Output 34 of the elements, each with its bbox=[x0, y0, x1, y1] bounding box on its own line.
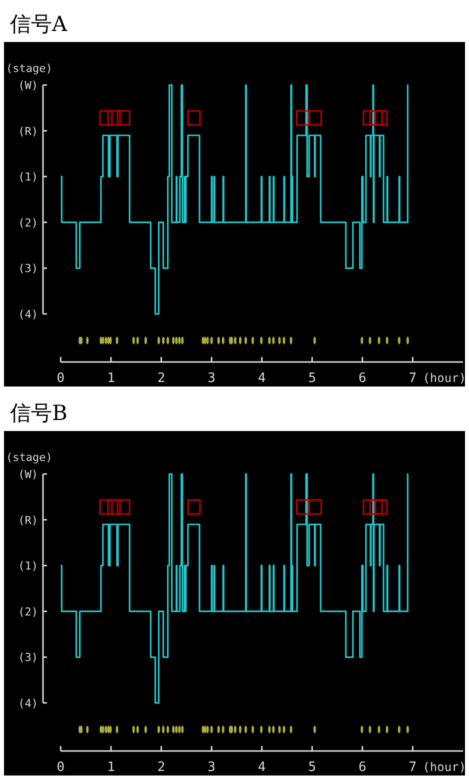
y-tick-label: (W) bbox=[18, 468, 38, 480]
x-tick-label: 3 bbox=[208, 371, 216, 386]
x-tick-label: 4 bbox=[258, 760, 266, 774]
x-tick-label: 6 bbox=[358, 371, 366, 386]
x-tick-label: 5 bbox=[308, 760, 316, 774]
y-tick-label: (3) bbox=[18, 650, 38, 664]
y-tick-label: (4) bbox=[18, 308, 38, 321]
x-tick-label: 7 bbox=[408, 760, 417, 774]
x-tick-label: 0 bbox=[56, 760, 65, 774]
y-tick-label: (R) bbox=[18, 124, 38, 138]
x-tick-label: 5 bbox=[308, 371, 316, 386]
y-tick-label: (1) bbox=[18, 170, 38, 184]
x-tick-label: 0 bbox=[56, 371, 65, 386]
x-tick-label: 1 bbox=[107, 760, 115, 774]
x-tick-label: 2 bbox=[157, 760, 166, 774]
x-axis-title: (hour) bbox=[422, 760, 466, 774]
x-tick-label: 7 bbox=[408, 371, 417, 386]
x-axis-title: (hour) bbox=[422, 371, 466, 385]
y-tick-label: (3) bbox=[18, 262, 38, 276]
x-tick-label: 4 bbox=[258, 371, 266, 386]
y-axis-title: (stage) bbox=[6, 450, 52, 464]
y-tick-label: (R) bbox=[18, 513, 38, 526]
x-tick-label: 3 bbox=[208, 760, 216, 774]
chart-title: 信号A bbox=[10, 12, 68, 36]
y-tick-label: (2) bbox=[18, 604, 38, 618]
x-tick-label: 1 bbox=[107, 371, 115, 386]
y-tick-label: (1) bbox=[18, 559, 38, 572]
y-axis-title: (stage) bbox=[6, 62, 52, 75]
y-tick-label: (W) bbox=[18, 79, 38, 92]
y-tick-label: (4) bbox=[18, 696, 38, 710]
y-tick-label: (2) bbox=[18, 216, 38, 230]
x-tick-label: 2 bbox=[157, 371, 166, 386]
chart-title: 信号B bbox=[10, 400, 68, 424]
x-tick-label: 6 bbox=[358, 760, 366, 774]
